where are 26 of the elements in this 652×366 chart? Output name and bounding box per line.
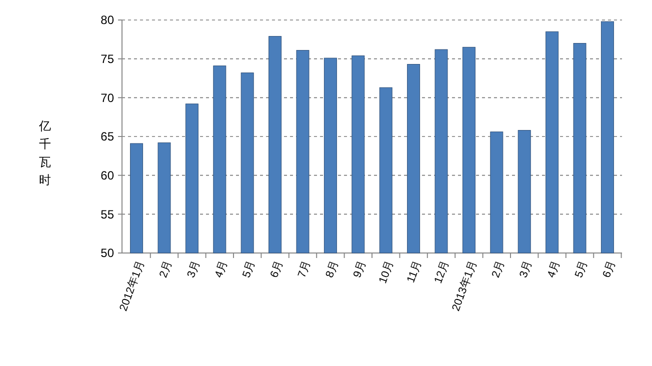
- x-tick-label: 8月: [324, 259, 341, 280]
- x-tick-label: 2月: [490, 259, 508, 280]
- x-tick-label: 7月: [296, 259, 314, 280]
- x-tick-label: 10月: [377, 259, 396, 286]
- x-tick-label: 5月: [573, 259, 590, 280]
- x-tick-label: 2月: [158, 259, 175, 280]
- x-tick-label: 11月: [405, 259, 424, 284]
- x-tick-label: 2013年1月: [450, 259, 480, 313]
- x-tick-label: 6月: [600, 259, 618, 280]
- y-tick-label: 60: [100, 168, 114, 183]
- y-tick-label: 70: [100, 90, 114, 105]
- x-tick-label: 4月: [212, 259, 230, 280]
- y-tick-label: 50: [100, 246, 114, 260]
- x-tick-label: 3月: [185, 259, 202, 280]
- y-tick-label: 75: [100, 52, 114, 66]
- x-tick-label: 4月: [545, 259, 562, 280]
- y-tick-label: 65: [100, 130, 114, 144]
- x-tick-label: 12月: [432, 259, 452, 286]
- x-tick-label: 5月: [240, 259, 258, 280]
- x-tick-label: 9月: [351, 259, 369, 280]
- y-tick-label: 55: [100, 207, 114, 222]
- y-axis-title: 亿千瓦时: [38, 119, 51, 187]
- x-tick-label: 3月: [518, 259, 535, 280]
- y-tick-label: 80: [100, 13, 114, 28]
- x-tick-label: 6月: [268, 259, 286, 280]
- x-tick-label: 2012年1月: [118, 259, 147, 313]
